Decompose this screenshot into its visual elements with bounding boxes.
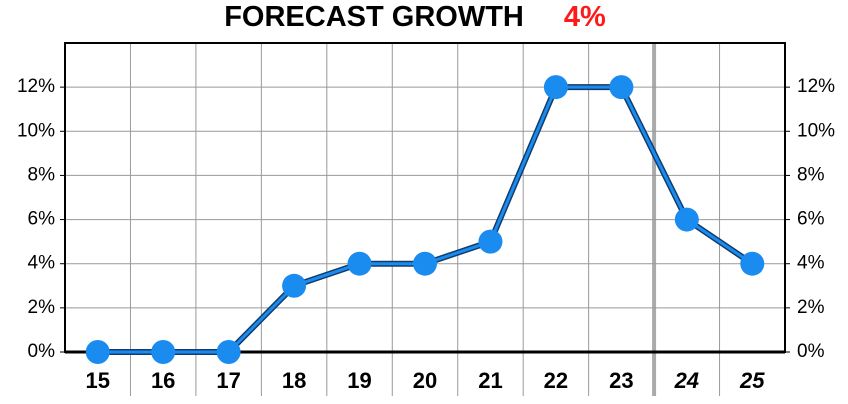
data-point — [740, 251, 765, 276]
x-tick-label: 19 — [347, 368, 371, 393]
data-point — [347, 251, 372, 276]
x-tick-label: 17 — [216, 368, 240, 393]
data-point — [478, 229, 503, 254]
x-tick-label: 16 — [151, 368, 175, 393]
data-point — [85, 340, 110, 364]
y2-tick-label: 2% — [797, 297, 825, 318]
x-tick-label: 20 — [413, 368, 437, 393]
data-point — [543, 75, 568, 100]
y-tick-label: 4% — [28, 253, 56, 274]
chart-title: FORECAST GROWTH — [224, 1, 524, 33]
data-point — [151, 340, 176, 364]
y-tick-label: 2% — [28, 297, 56, 318]
x-tick-label: 15 — [85, 368, 109, 393]
y-tick-label: 12% — [17, 76, 55, 97]
data-point — [413, 251, 437, 276]
y2-tick-label: 8% — [797, 164, 825, 185]
x-tick-label: 23 — [609, 368, 633, 393]
x-tick-label: 25 — [739, 368, 765, 393]
y-tick-label: 0% — [28, 341, 56, 362]
data-point — [216, 340, 241, 364]
x-tick-label: 24 — [674, 368, 699, 393]
y2-tick-label: 0% — [797, 341, 825, 362]
y2-tick-label: 10% — [797, 120, 835, 141]
y-tick-label: 6% — [28, 209, 56, 230]
y-tick-label: 8% — [28, 164, 56, 185]
x-tick-label: 22 — [544, 368, 568, 393]
y2-tick-label: 4% — [797, 253, 825, 274]
y2-tick-label: 6% — [797, 209, 825, 230]
data-point — [674, 207, 699, 232]
y-tick-label: 10% — [17, 120, 55, 141]
chart-title-line: FORECAST GROWTH 4% — [224, 1, 606, 33]
x-tick-label: 18 — [282, 368, 306, 393]
headline-value: 4% — [564, 1, 606, 33]
data-point — [282, 273, 307, 298]
data-point — [609, 75, 634, 100]
y2-tick-label: 12% — [797, 76, 835, 97]
x-tick-label: 21 — [478, 368, 502, 393]
